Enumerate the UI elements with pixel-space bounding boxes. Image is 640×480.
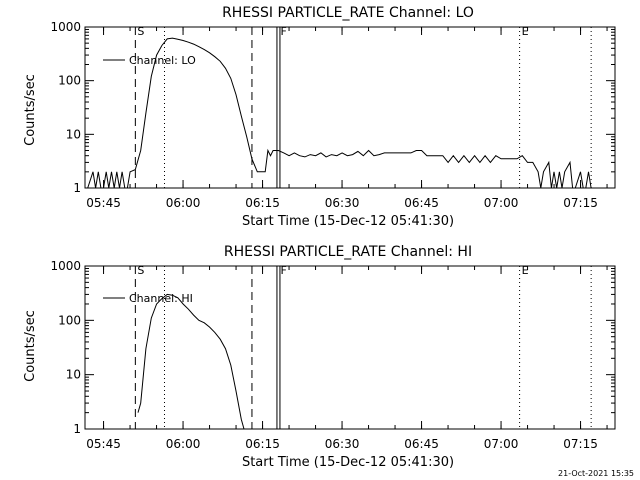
plot-frame: [84, 26, 616, 189]
y-tick-label: 10: [66, 127, 81, 141]
panel-title: RHESSI PARTICLE_RATE Channel: HI: [224, 244, 472, 260]
y-tick-label: 10: [66, 368, 81, 382]
x-tick-label: 06:00: [166, 196, 201, 210]
timestamp-stamp: 21-Oct-2021 15:35: [558, 469, 634, 478]
panel-title: RHESSI PARTICLE_RATE Channel: LO: [222, 5, 474, 21]
x-tick-label: 06:45: [404, 196, 439, 210]
series-line: [87, 37, 613, 189]
marker-label: E: [522, 25, 529, 38]
x-tick-label: 05:45: [86, 437, 121, 451]
y-tick-label: 1: [73, 181, 81, 195]
x-axis-label: Start Time (15-Dec-12 05:41:30): [242, 214, 454, 229]
x-tick-label: 07:00: [484, 437, 519, 451]
x-tick-label: 07:00: [484, 196, 519, 210]
marker-label: F: [280, 264, 286, 277]
x-tick-label: 06:45: [404, 437, 439, 451]
legend-label: Channel: LO: [129, 54, 196, 67]
y-tick-label: 1000: [50, 20, 81, 34]
series-line: [137, 293, 245, 430]
x-tick-label: 05:45: [86, 196, 121, 210]
x-axis-label: Start Time (15-Dec-12 05:41:30): [242, 455, 454, 470]
marker-label: F: [280, 25, 286, 38]
y-axis-label: Counts/sec: [23, 74, 38, 146]
x-tick-label: 06:00: [166, 437, 201, 451]
panel-hi: RHESSI PARTICLE_RATE Channel: HI Start T…: [23, 244, 616, 470]
panel-lo: RHESSI PARTICLE_RATE Channel: LO Start T…: [23, 5, 616, 229]
y-tick-label: 100: [58, 313, 81, 327]
marker-label: S: [137, 264, 144, 277]
y-tick-label: 1: [73, 422, 81, 436]
x-tick-label: 06:30: [325, 196, 360, 210]
x-tick-label: 06:15: [245, 196, 280, 210]
plot-frame: [84, 265, 616, 430]
x-tick-label: 06:15: [245, 437, 280, 451]
x-tick-label: 07:15: [563, 196, 598, 210]
x-tick-label: 06:30: [325, 437, 360, 451]
y-axis-label: Counts/sec: [23, 310, 38, 382]
marker-label: E: [522, 264, 529, 277]
x-tick-label: 07:15: [563, 437, 598, 451]
y-tick-label: 1000: [50, 259, 81, 273]
y-tick-label: 100: [58, 74, 81, 88]
legend-label: Channel: HI: [129, 292, 193, 305]
marker-label: S: [137, 25, 144, 38]
